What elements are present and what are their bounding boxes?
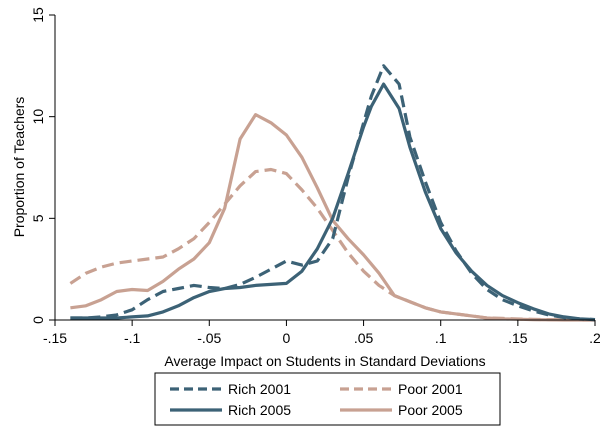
legend-label-rich-2005: Rich 2005 [228, 402, 291, 418]
x-tick-label: 0 [283, 330, 291, 346]
y-tick-label: 5 [30, 214, 46, 222]
x-tick-label: -.05 [197, 330, 221, 346]
series-line-rich-2005 [70, 82, 596, 322]
legend-box [154, 372, 501, 426]
x-axis-title: Average Impact on Students in Standard D… [164, 353, 485, 369]
plot-region [55, 15, 595, 320]
x-tick-label: .1 [435, 330, 447, 346]
y-tick-label: 15 [30, 7, 46, 23]
x-tick-label: -.1 [124, 330, 141, 346]
legend-label-poor-2001: Poor 2001 [398, 381, 463, 397]
x-ticks: -.15 -.1 -.05 0 .05 .1 .15 .2 [43, 320, 600, 346]
y-tick-label: 0 [30, 316, 46, 324]
y-axis-title: Proportion of Teachers [11, 97, 27, 238]
series-line-rich-2001 [70, 64, 596, 322]
legend-label-rich-2001: Rich 2001 [228, 381, 291, 397]
legend-label-poor-2005: Poor 2005 [398, 402, 463, 418]
x-tick-label: -.15 [43, 330, 67, 346]
series-layer [69, 64, 596, 322]
x-tick-label: .05 [354, 330, 374, 346]
legend: Rich 2001 Poor 2001 Rich 2005 Poor 2005 [154, 372, 501, 426]
y-ticks: 0 5 10 15 [30, 7, 55, 324]
x-tick-label: .2 [589, 330, 600, 346]
series-line-poor-2001 [69, 167, 595, 322]
x-tick-label: .15 [508, 330, 528, 346]
y-tick-label: 10 [30, 109, 46, 125]
